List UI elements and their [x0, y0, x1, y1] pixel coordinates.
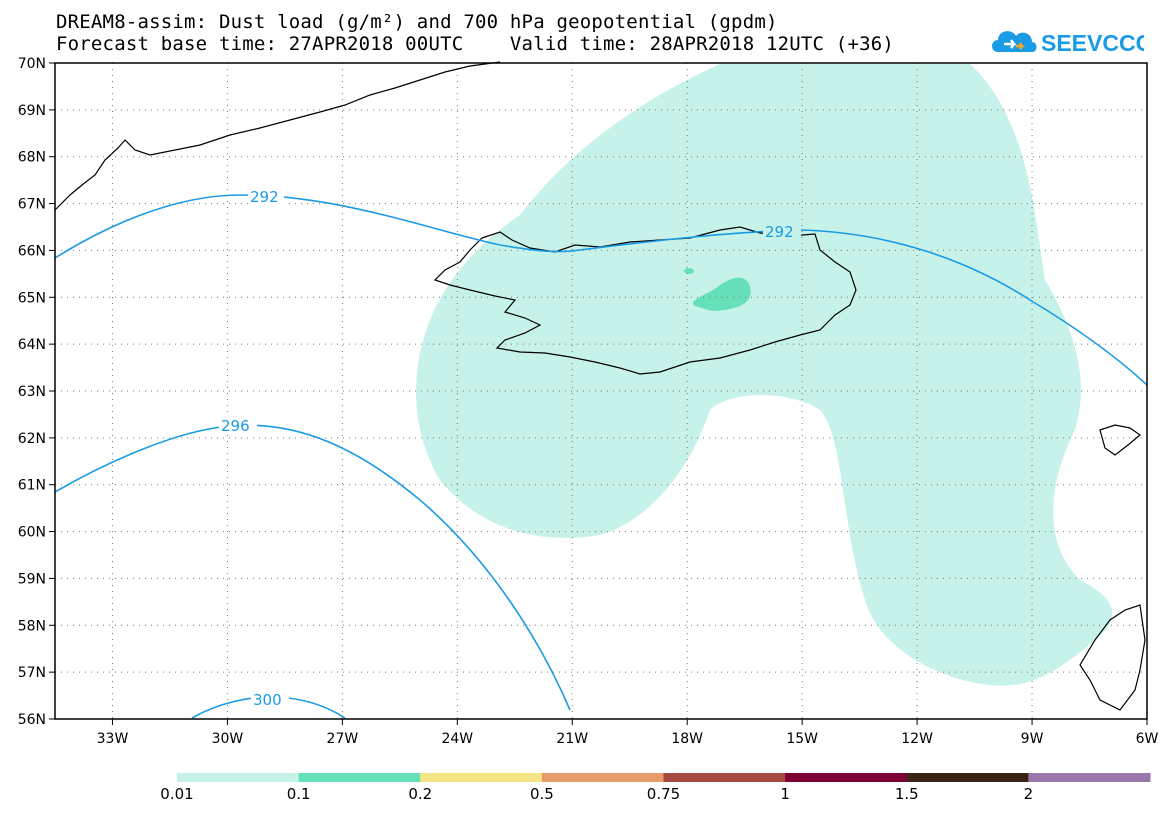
colorbar-label: 0.5 — [529, 785, 554, 803]
dust-core — [692, 277, 751, 311]
colorbar-label: 1.5 — [894, 785, 919, 803]
lat-tick-label: 56N — [18, 712, 46, 728]
colorbar — [177, 773, 1151, 782]
colorbar-swatch — [298, 773, 421, 782]
contour-label: 292 — [765, 223, 794, 241]
lon-tick-label: 33W — [97, 731, 129, 747]
lon-tick-label: 12W — [901, 731, 933, 747]
colorbar-swatch — [541, 773, 664, 782]
map-subtitle: Forecast base time: 27APR2018 00UTC Vali… — [56, 33, 895, 55]
lon-tick-label: 9W — [1021, 731, 1044, 747]
cloud-icon — [992, 31, 1037, 52]
lon-tick-label: 30W — [212, 731, 244, 747]
colorbar-swatch — [1028, 773, 1151, 782]
lon-tick-label: 21W — [556, 731, 588, 747]
colorbar-label: 0.01 — [160, 785, 194, 803]
colorbar-swatch — [906, 773, 1029, 782]
dust-area — [416, 64, 1113, 686]
lat-tick-label: 59N — [18, 571, 46, 587]
greenland-coast — [54, 61, 501, 211]
lat-tick-label: 64N — [18, 337, 46, 353]
lat-tick-label: 70N — [18, 56, 46, 72]
lon-tick-label: 15W — [786, 731, 818, 747]
contour-label: 296 — [221, 417, 250, 435]
contour-label: 292 — [250, 188, 279, 206]
contour-292 — [54, 194, 1148, 386]
scotland-coast — [1079, 604, 1146, 711]
colorbar-swatch — [177, 773, 300, 782]
contour-label: 300 — [253, 691, 282, 709]
lat-tick-label: 63N — [18, 384, 46, 400]
colorbar-swatch — [785, 773, 908, 782]
map-grid — [55, 63, 1147, 719]
lon-axis: 33W 30W 27W 24W 21W 18W 15W 12W 9W 6W — [97, 719, 1159, 747]
faroe-coast — [1099, 424, 1141, 456]
colorbar-label: 1 — [780, 785, 790, 803]
lat-tick-label: 65N — [18, 290, 46, 306]
lat-tick-label: 68N — [18, 150, 46, 166]
lon-tick-label: 6W — [1136, 731, 1159, 747]
lat-tick-label: 66N — [18, 243, 46, 259]
lon-tick-label: 18W — [671, 731, 703, 747]
lat-axis: 56N 57N 58N 59N 60N 61N 62N 63N 64N 65N 66N 67N 68N 6… — [18, 56, 55, 728]
colorbar-swatch — [663, 773, 786, 782]
lat-tick-label: 60N — [18, 525, 46, 541]
lon-tick-label: 24W — [441, 731, 473, 747]
lat-tick-label: 58N — [18, 618, 46, 634]
colorbar-label: 0.2 — [408, 785, 433, 803]
lat-tick-label: 62N — [18, 431, 46, 447]
contour-296 — [54, 424, 571, 711]
lat-tick-label: 61N — [18, 478, 46, 494]
lat-tick-label: 67N — [18, 197, 46, 213]
colorbar-label: 2 — [1023, 785, 1034, 803]
logo-text: SEEVCCC — [1041, 30, 1144, 56]
colorbar-label: 0.75 — [646, 785, 681, 803]
seevccc-logo: SEEVCCC — [992, 30, 1144, 56]
lat-tick-label: 57N — [18, 665, 46, 681]
colorbar-label: 0.1 — [286, 785, 311, 803]
lon-tick-label: 27W — [327, 731, 359, 747]
dust-spot — [684, 268, 694, 274]
map-title: DREAM8-assim: Dust load (g/m²) and 700 h… — [56, 11, 778, 33]
lat-tick-label: 69N — [18, 103, 46, 119]
colorbar-swatch — [420, 773, 543, 782]
